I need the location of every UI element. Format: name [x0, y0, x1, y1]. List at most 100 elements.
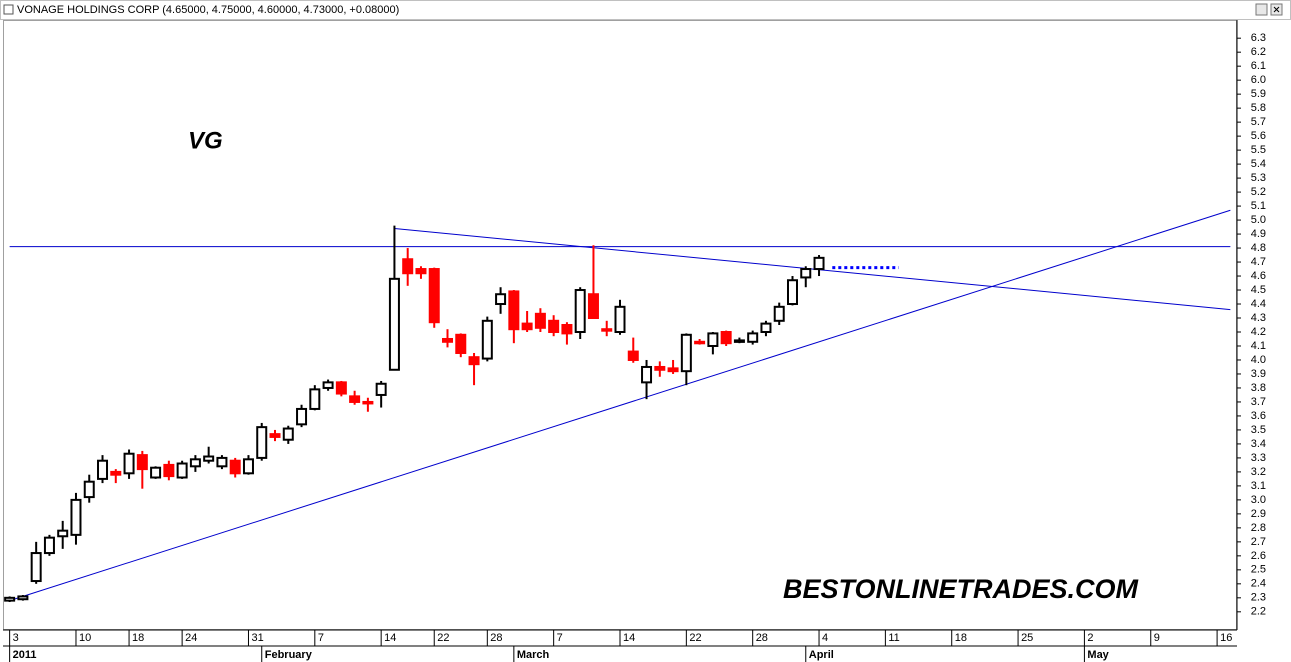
- y-tick-label: 6.1: [1251, 60, 1266, 72]
- y-tick-label: 3.0: [1251, 494, 1266, 506]
- candle-body: [707, 332, 719, 347]
- candle-body: [229, 459, 241, 475]
- y-tick-label: 5.7: [1251, 116, 1266, 128]
- candle-body: [508, 290, 520, 331]
- x-tick-label: 16: [1220, 632, 1232, 644]
- y-tick-label: 4.9: [1251, 228, 1266, 240]
- restore-button[interactable]: [1255, 3, 1268, 16]
- x-tick-label: 25: [1021, 632, 1033, 644]
- y-tick-label: 3.4: [1251, 438, 1266, 450]
- x-tick-label: 11: [888, 632, 899, 644]
- candle-body: [694, 340, 706, 345]
- candle-body: [601, 328, 613, 332]
- x-tick-label: 4: [822, 632, 828, 644]
- x-tick-label: 28: [490, 632, 502, 644]
- x-tick-label: 7: [318, 632, 324, 644]
- window-icon[interactable]: [3, 4, 14, 15]
- candle-body: [773, 305, 785, 322]
- y-tick-label: 2.6: [1251, 550, 1266, 562]
- candle-body: [468, 356, 480, 366]
- candle-body: [30, 552, 42, 583]
- x-tick-label: 14: [384, 632, 396, 644]
- y-tick-label: 5.5: [1251, 144, 1266, 156]
- candle-body: [296, 407, 308, 426]
- y-tick-label: 3.1: [1251, 480, 1266, 492]
- candle-body: [57, 529, 69, 538]
- y-tick-label: 4.7: [1251, 256, 1266, 268]
- candle-body: [747, 332, 759, 343]
- month-label: 2011: [13, 649, 37, 661]
- candle-body: [455, 333, 467, 354]
- candle-body: [667, 367, 679, 373]
- candle-body: [720, 330, 732, 345]
- candle-body: [83, 480, 95, 499]
- y-tick-label: 6.3: [1251, 32, 1266, 44]
- y-tick-label: 5.1: [1251, 200, 1266, 212]
- y-tick-label: 6.0: [1251, 74, 1266, 86]
- candle-body: [786, 279, 798, 306]
- candle-body: [760, 322, 772, 333]
- candle-body: [428, 268, 440, 324]
- x-tick-label: 28: [756, 632, 768, 644]
- candle-body: [415, 268, 427, 275]
- candle-body: [136, 454, 148, 471]
- y-tick-label: 5.9: [1251, 88, 1266, 100]
- candle-body: [163, 463, 175, 478]
- candle-body: [70, 498, 82, 536]
- x-tick-label: 2: [1087, 632, 1093, 644]
- candle-body: [322, 381, 334, 389]
- candle-body: [733, 339, 745, 343]
- y-tick-label: 2.4: [1251, 578, 1266, 590]
- candle-body: [242, 458, 254, 475]
- y-tick-label: 3.7: [1251, 396, 1266, 408]
- y-tick-label: 3.8: [1251, 382, 1266, 394]
- x-tick-label: 24: [185, 632, 197, 644]
- y-tick-label: 4.4: [1251, 298, 1266, 310]
- candle-body: [627, 350, 639, 361]
- candle-body: [189, 458, 201, 468]
- y-tick-label: 3.6: [1251, 410, 1266, 422]
- x-tick-label: 7: [557, 632, 563, 644]
- symbol-label: VG: [188, 127, 223, 154]
- candle-body: [335, 381, 347, 395]
- month-label: May: [1087, 649, 1109, 661]
- candle-body: [548, 319, 560, 333]
- close-icon: [1273, 6, 1280, 13]
- y-tick-label: 2.5: [1251, 564, 1266, 576]
- y-tick-label: 5.8: [1251, 102, 1266, 114]
- y-tick-label: 2.3: [1251, 592, 1266, 604]
- y-tick-label: 2.7: [1251, 536, 1266, 548]
- window-title: VONAGE HOLDINGS CORP (4.65000, 4.75000, …: [17, 4, 399, 16]
- candle-body: [256, 426, 268, 459]
- y-tick-label: 3.3: [1251, 452, 1266, 464]
- x-tick-label: 18: [132, 632, 144, 644]
- x-tick-label: 22: [689, 632, 701, 644]
- y-tick-label: 5.2: [1251, 186, 1266, 198]
- candle-body: [216, 456, 228, 468]
- candle-body: [4, 596, 16, 602]
- candle-body: [97, 459, 109, 480]
- y-tick-label: 5.4: [1251, 158, 1266, 170]
- month-label: March: [517, 649, 550, 661]
- x-tick-label: 3: [13, 632, 19, 644]
- candle-body: [123, 452, 135, 475]
- candle-body: [587, 293, 599, 320]
- trend-line: [394, 227, 1231, 311]
- candle-body: [375, 382, 387, 396]
- candle-body: [813, 256, 825, 271]
- y-tick-label: 3.5: [1251, 424, 1266, 436]
- candle-body: [388, 277, 400, 371]
- y-tick-label: 5.6: [1251, 130, 1266, 142]
- candle-body: [800, 268, 812, 279]
- candle-body: [43, 536, 55, 555]
- x-tick-label: 10: [79, 632, 91, 644]
- candle-body: [150, 466, 162, 479]
- y-tick-label: 2.2: [1251, 606, 1266, 618]
- candle-body: [110, 470, 122, 476]
- candle-body: [521, 322, 533, 331]
- y-tick-label: 4.3: [1251, 312, 1266, 324]
- y-tick-label: 3.9: [1251, 368, 1266, 380]
- candle-body: [641, 365, 653, 384]
- candle-body: [561, 324, 573, 335]
